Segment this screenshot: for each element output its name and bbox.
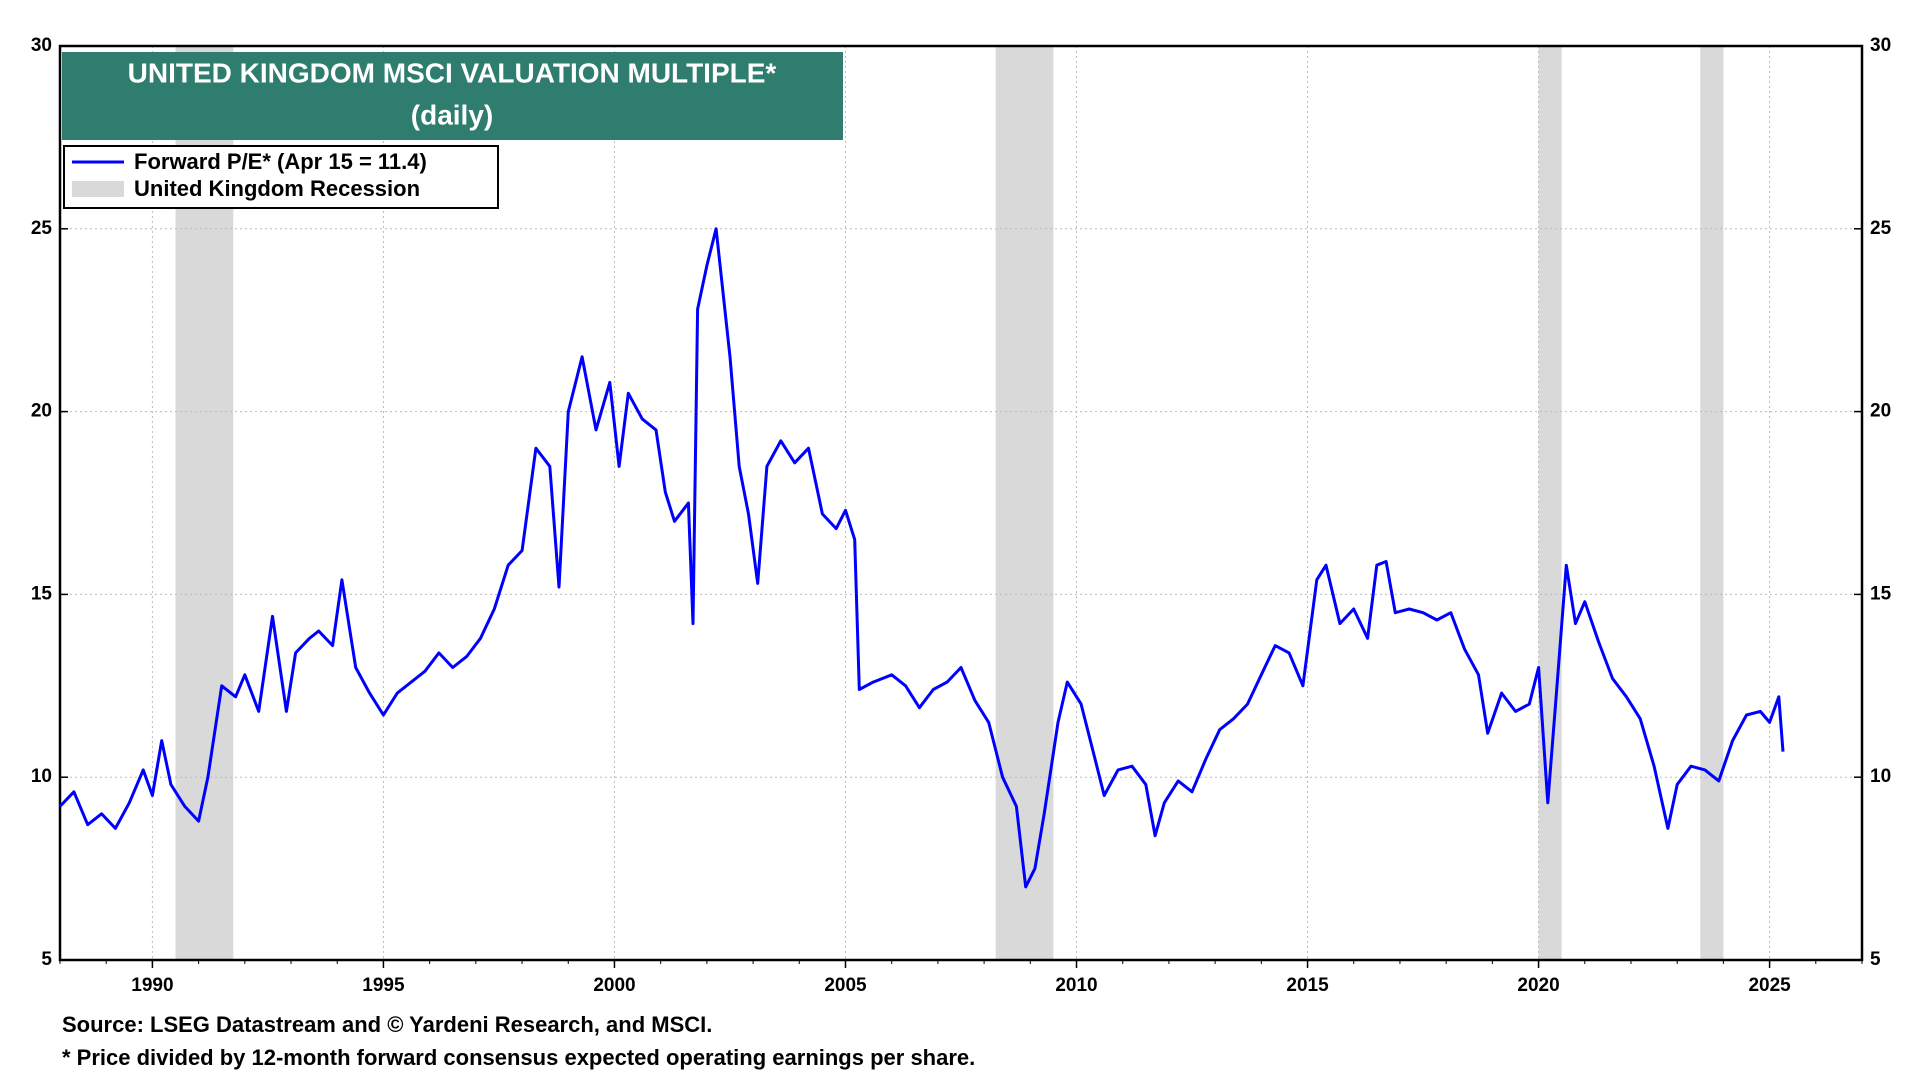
recession-band <box>1700 46 1724 960</box>
x-tick-label: 2000 <box>593 975 635 996</box>
y2-tick-label: 5 <box>1870 949 1881 970</box>
data-line <box>58 227 1785 889</box>
y2-tick-label: 25 <box>1870 218 1892 239</box>
chart-subtitle: (daily) <box>411 99 493 130</box>
y2-tick-label: 15 <box>1870 583 1892 604</box>
footnote: * Price divided by 12-month forward cons… <box>62 1045 975 1070</box>
x-tick-label: 2010 <box>1055 975 1097 996</box>
plot-frame <box>58 44 1864 962</box>
x-tick-label: 2025 <box>1748 975 1791 996</box>
y-tick-label: 25 <box>31 218 53 239</box>
y-tick-label: 30 <box>31 35 52 56</box>
y2-tick-label: 10 <box>1870 766 1891 787</box>
y-tick-label: 5 <box>41 949 52 970</box>
legend-swatch <box>72 181 124 197</box>
x-tick-label: 2020 <box>1517 975 1559 996</box>
y-tick-label: 15 <box>31 583 53 604</box>
legend-label: Forward P/E* (Apr 15 = 11.4) <box>134 149 427 174</box>
chart-title: UNITED KINGDOM MSCI VALUATION MULTIPLE* <box>128 57 777 88</box>
y2-tick-label: 30 <box>1870 35 1891 56</box>
x-tick-label: 2015 <box>1286 975 1329 996</box>
title-box <box>62 52 843 140</box>
source-note: Source: LSEG Datastream and © Yardeni Re… <box>62 1012 712 1037</box>
y-tick-label: 20 <box>31 401 52 422</box>
legend-label: United Kingdom Recession <box>134 176 420 201</box>
recession-band <box>1538 46 1562 960</box>
x-tick-label: 1995 <box>362 975 405 996</box>
x-tick-label: 2005 <box>824 975 867 996</box>
y2-tick-label: 20 <box>1870 401 1891 422</box>
y-tick-label: 10 <box>31 766 52 787</box>
recession-band <box>995 46 1054 960</box>
x-tick-label: 1990 <box>131 975 173 996</box>
legend-box <box>63 145 499 209</box>
